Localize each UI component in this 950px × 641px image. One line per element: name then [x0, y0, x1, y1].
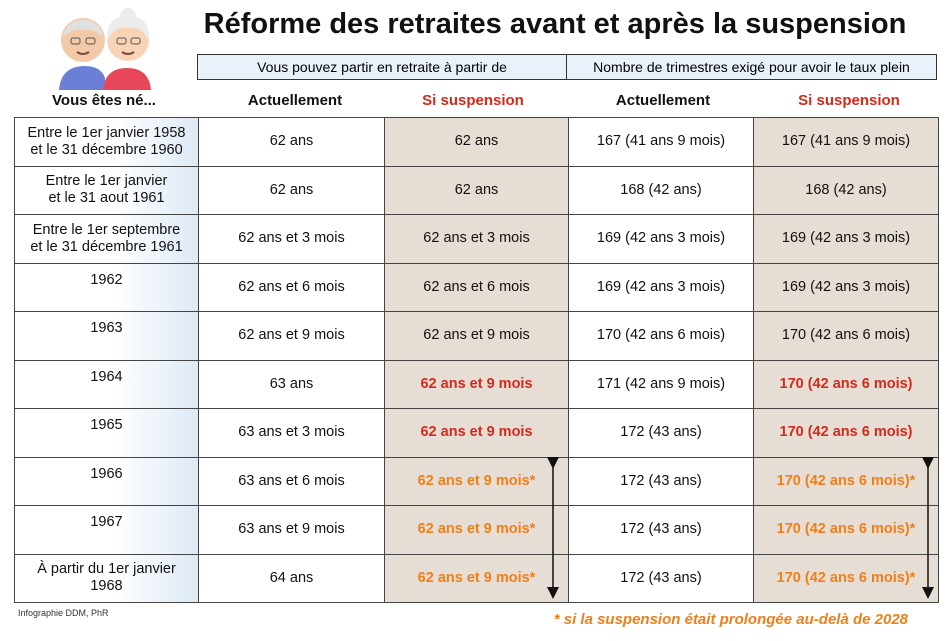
table-cell: 170 (42 ans 6 mois)	[753, 359, 939, 409]
row-label-line: À partir du 1er janvier	[37, 561, 176, 578]
table-cell: 62 ans et 3 mois	[384, 214, 569, 264]
column-header: Si suspension	[422, 92, 524, 109]
column-header: Actuellement	[615, 92, 711, 109]
row-label-line: Entre le 1er septembre	[32, 221, 181, 238]
row-label: 1963	[14, 311, 199, 361]
row-label: Entre le 1er janvier 1958 et le 31 décemb…	[14, 117, 199, 167]
table-cell: 64 ans	[198, 553, 385, 603]
table-cell: 63 ans	[198, 359, 385, 409]
row-label: Entre le 1er septembre et le 31 décembre …	[14, 214, 199, 264]
credit: Infographie DDM, PhR	[18, 608, 109, 618]
row-label-line: 1968	[90, 578, 123, 595]
row-label-line: 1965	[90, 417, 123, 433]
table-cell: 167 (41 ans 9 mois)	[753, 117, 939, 167]
row-label: 1964	[14, 359, 199, 409]
group-header: Vous pouvez partir en retraite à partir …	[197, 54, 567, 80]
row-label: 1962	[14, 262, 199, 312]
row-label-line: 1962	[90, 271, 123, 288]
table-cell: 62 ans et 9 mois*	[384, 456, 569, 506]
row-label-line: et le 31 décembre 1960	[30, 141, 183, 158]
table-cell: 62 ans et 6 mois	[384, 262, 569, 312]
footnote: * si la suspension était prolongée au-de…	[553, 611, 908, 628]
row-label-line: 1963	[90, 320, 123, 336]
table-cell: 62 ans	[198, 165, 385, 215]
table-cell: 169 (42 ans 3 mois)	[753, 214, 939, 264]
table-cell: 62 ans et 9 mois	[384, 311, 569, 361]
table-cell: 63 ans et 3 mois	[198, 408, 385, 458]
table-cell: 170 (42 ans 6 mois)*	[753, 456, 939, 506]
column-header: Si suspension	[798, 92, 900, 109]
row-label-line: 1967	[90, 514, 123, 530]
table-cell: 170 (42 ans 6 mois)*	[753, 505, 939, 555]
icon	[59, 8, 151, 90]
row-label: Entre le 1er janvier et le 31 aout 1961	[14, 165, 199, 215]
table-cell: 62 ans et 9 mois	[384, 359, 569, 409]
group-header: Nombre de trimestres exigé pour avoir le…	[566, 54, 937, 80]
row-label-line: Entre le 1er janvier	[45, 173, 168, 190]
row-label-line: et le 31 aout 1961	[48, 190, 165, 207]
table-cell: 62 ans et 9 mois	[198, 311, 385, 361]
table-cell: 62 ans	[384, 165, 569, 215]
row-label: 1966	[14, 456, 199, 506]
row-label-line: Entre le 1er janvier 1958	[27, 124, 186, 141]
title: Réforme des retraites avant et après la …	[203, 8, 907, 40]
row-label: À partir du 1er janvier 1968	[14, 553, 199, 603]
row-label: 1965	[14, 408, 199, 458]
table-cell: 62 ans et 9 mois	[384, 408, 569, 458]
row-label-line: 1966	[90, 465, 123, 482]
table-cell: 62 ans et 9 mois*	[384, 505, 569, 555]
table-cell: 169 (42 ans 3 mois)	[753, 262, 939, 312]
table-cell: 170 (42 ans 6 mois)	[753, 311, 939, 361]
row-label-line: et le 31 décembre 1961	[30, 238, 183, 255]
table-cell: 167 (41 ans 9 mois)	[568, 117, 754, 167]
table-cell: 168 (42 ans)	[568, 165, 754, 215]
table-cell: 63 ans et 9 mois	[198, 505, 385, 555]
table-cell: 62 ans et 3 mois	[198, 214, 385, 264]
table-cell: 170 (42 ans 6 mois)	[753, 408, 939, 458]
table-cell: 170 (42 ans 6 mois)*	[753, 553, 939, 603]
table-cell: 168 (42 ans)	[753, 165, 939, 215]
table-cell: 63 ans et 6 mois	[198, 456, 385, 506]
table-cell: 62 ans	[384, 117, 569, 167]
row-label: 1967	[14, 505, 199, 555]
table-cell: 169 (42 ans 3 mois)	[568, 262, 754, 312]
arrows	[547, 457, 934, 599]
table-cell: 62 ans et 9 mois*	[384, 553, 569, 603]
table-cell: 172 (43 ans)	[568, 408, 754, 458]
table-cell: 171 (42 ans 9 mois)	[568, 359, 754, 409]
row-label-line: 1964	[90, 368, 123, 385]
table-cell: 62 ans	[198, 117, 385, 167]
table-cell: 170 (42 ans 6 mois)	[568, 311, 754, 361]
column-header: Vous êtes né...	[52, 92, 156, 109]
table-cell: 62 ans et 6 mois	[198, 262, 385, 312]
column-header: Actuellement	[247, 92, 343, 109]
table-cell: 169 (42 ans 3 mois)	[568, 214, 754, 264]
